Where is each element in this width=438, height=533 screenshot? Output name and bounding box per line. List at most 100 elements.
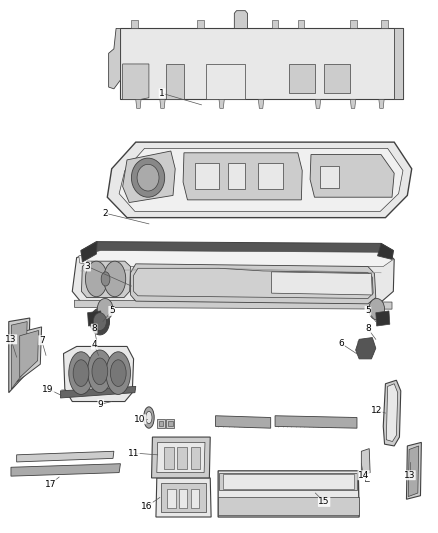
Text: 6: 6 [339,340,345,348]
Text: 10: 10 [134,415,146,424]
Bar [289,64,315,93]
Polygon shape [219,473,357,490]
Text: 15: 15 [318,497,330,506]
Polygon shape [60,386,136,398]
Ellipse shape [106,352,131,394]
Polygon shape [361,449,370,475]
Bar [258,163,283,189]
Polygon shape [166,419,174,428]
Polygon shape [219,100,224,108]
Polygon shape [107,142,412,217]
Polygon shape [64,346,134,401]
Polygon shape [79,251,393,266]
Polygon shape [272,20,278,28]
Ellipse shape [90,308,110,335]
Polygon shape [376,311,390,326]
Ellipse shape [69,352,93,394]
Text: 7: 7 [39,336,45,345]
Text: 5: 5 [109,306,115,316]
Polygon shape [9,318,30,393]
Polygon shape [11,464,120,476]
Polygon shape [157,419,165,428]
Polygon shape [168,421,173,426]
Polygon shape [315,100,321,108]
Polygon shape [350,100,356,108]
Ellipse shape [93,313,106,330]
Bar [320,166,339,188]
Bar [324,64,350,93]
Text: 13: 13 [404,471,415,480]
Polygon shape [378,244,393,260]
Text: 11: 11 [128,449,139,457]
Ellipse shape [144,407,154,428]
Polygon shape [218,497,359,515]
Polygon shape [350,20,357,28]
Ellipse shape [110,360,126,386]
Text: 17: 17 [45,480,56,489]
Polygon shape [310,155,394,197]
Polygon shape [81,261,131,297]
Polygon shape [161,483,206,512]
Text: 8: 8 [365,324,371,333]
Text: 13: 13 [5,335,17,344]
Text: 16: 16 [141,502,152,511]
Polygon shape [72,249,394,302]
Polygon shape [406,442,421,499]
Ellipse shape [101,272,110,286]
Text: 3: 3 [85,262,91,271]
Polygon shape [408,446,419,497]
Polygon shape [272,272,372,295]
Ellipse shape [104,261,126,297]
Text: 4: 4 [92,340,97,349]
Bar [228,163,245,189]
Polygon shape [298,20,304,28]
Polygon shape [74,300,392,309]
Polygon shape [123,151,175,203]
Polygon shape [109,28,120,89]
Ellipse shape [369,298,385,320]
Polygon shape [183,153,302,200]
Ellipse shape [85,261,107,297]
Polygon shape [394,28,403,100]
Polygon shape [81,241,393,262]
Ellipse shape [73,360,89,386]
Polygon shape [136,100,141,108]
Polygon shape [381,20,388,28]
Text: 14: 14 [358,471,369,480]
Polygon shape [386,384,398,441]
Polygon shape [160,100,165,108]
Text: 2: 2 [102,209,108,217]
Text: 9: 9 [98,400,104,409]
Polygon shape [166,64,184,100]
Polygon shape [17,451,114,462]
Polygon shape [218,471,359,517]
Polygon shape [17,327,42,382]
Polygon shape [20,330,39,377]
Polygon shape [206,64,245,100]
Polygon shape [197,20,204,28]
Polygon shape [131,264,376,304]
Polygon shape [234,11,247,28]
Text: 1: 1 [159,89,165,98]
Polygon shape [379,100,384,108]
Bar [167,489,176,508]
Polygon shape [258,100,264,108]
Polygon shape [215,416,271,428]
Polygon shape [123,64,149,100]
Polygon shape [152,437,210,478]
Ellipse shape [137,164,159,191]
Polygon shape [119,148,403,212]
Polygon shape [131,20,138,28]
Polygon shape [157,442,205,473]
Ellipse shape [146,411,152,424]
Text: 12: 12 [371,406,382,415]
Bar [195,163,219,189]
Polygon shape [134,268,373,298]
Ellipse shape [97,298,113,320]
Bar [164,447,174,469]
Bar [191,447,200,469]
Ellipse shape [131,158,165,197]
Polygon shape [81,241,97,262]
Polygon shape [356,337,376,359]
Polygon shape [159,421,163,426]
